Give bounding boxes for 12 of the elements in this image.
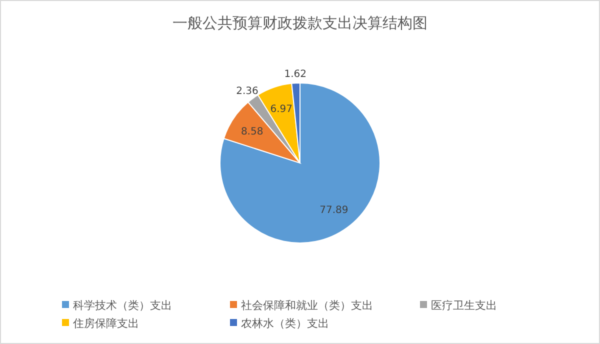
data-label: 1.62: [284, 69, 306, 80]
legend-label: 住房保障支出: [73, 316, 139, 330]
data-label: 8.58: [240, 126, 264, 138]
data-label: 77.89: [320, 205, 348, 216]
chart-title: 一般公共预算财政拨款支出决算结构图: [172, 14, 428, 32]
data-label: 6.97: [270, 104, 293, 115]
pie-slice: [220, 82, 380, 244]
data-label: 2.36: [236, 86, 258, 98]
legend-label: 医疗卫生支出: [431, 298, 497, 312]
legend-label: 科学技术（类）支出: [73, 298, 172, 312]
legend-label: 农林水（类）支出: [241, 316, 329, 330]
legend-label: 社会保障和就业（类）支出: [241, 298, 373, 312]
